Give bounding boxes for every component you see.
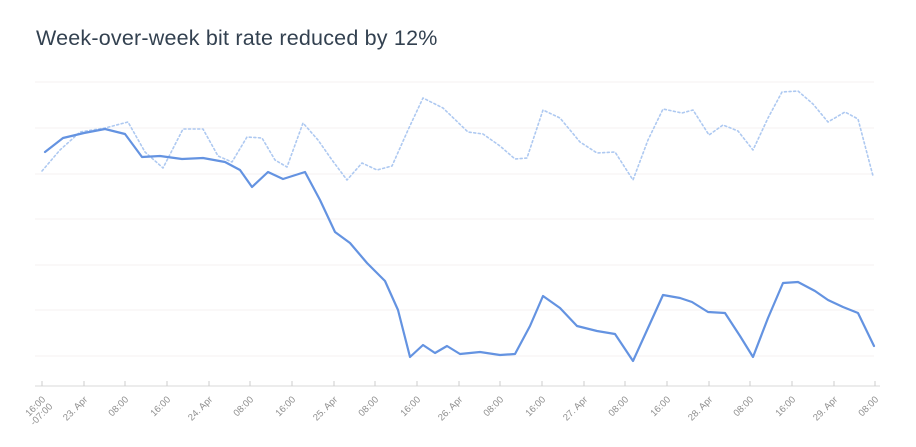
x-tick-label: 16:00 <box>524 394 549 419</box>
x-tick-label: 24. Apr <box>186 394 215 423</box>
x-tick-label: 08:00 <box>232 394 257 419</box>
x-tick-label: 29. Apr <box>811 394 840 423</box>
series-previous-week-line[interactable] <box>41 90 874 181</box>
x-tick-label: 16:00 <box>774 394 799 419</box>
x-tick-label: 08:00 <box>482 394 507 419</box>
x-tick-label: 08:00 <box>607 394 632 419</box>
x-tick-label: 26. Apr <box>436 394 465 423</box>
x-tick-label: 08:00 <box>857 394 882 419</box>
x-tick-label: 08:00 <box>357 394 382 419</box>
chart-title: Week-over-week bit rate reduced by 12% <box>36 26 438 50</box>
x-tick-label: 08:00 <box>107 394 132 419</box>
x-axis-tick-labels: 16:00-07:00 23. Apr 08:00 16:00 24. Apr 08:00… <box>21 394 882 428</box>
series-current-week-line[interactable] <box>43 127 876 363</box>
x-axis-tick-marks <box>41 381 876 386</box>
x-tick-label: 16:00 <box>149 394 174 419</box>
x-tick-label: 16:00 <box>274 394 299 419</box>
x-tick-label: 25. Apr <box>311 394 340 423</box>
x-tick-label: 16:00 <box>649 394 674 419</box>
gridlines <box>35 81 874 357</box>
x-tick-label: 16:00-07:00 <box>21 394 55 428</box>
x-tick-label: 16:00 <box>399 394 424 419</box>
x-tick-label: 27. Apr <box>561 394 590 423</box>
x-tick-label: 28. Apr <box>686 394 715 423</box>
x-tick-label: 08:00 <box>732 394 757 419</box>
x-tick-label: 23. Apr <box>61 394 90 423</box>
